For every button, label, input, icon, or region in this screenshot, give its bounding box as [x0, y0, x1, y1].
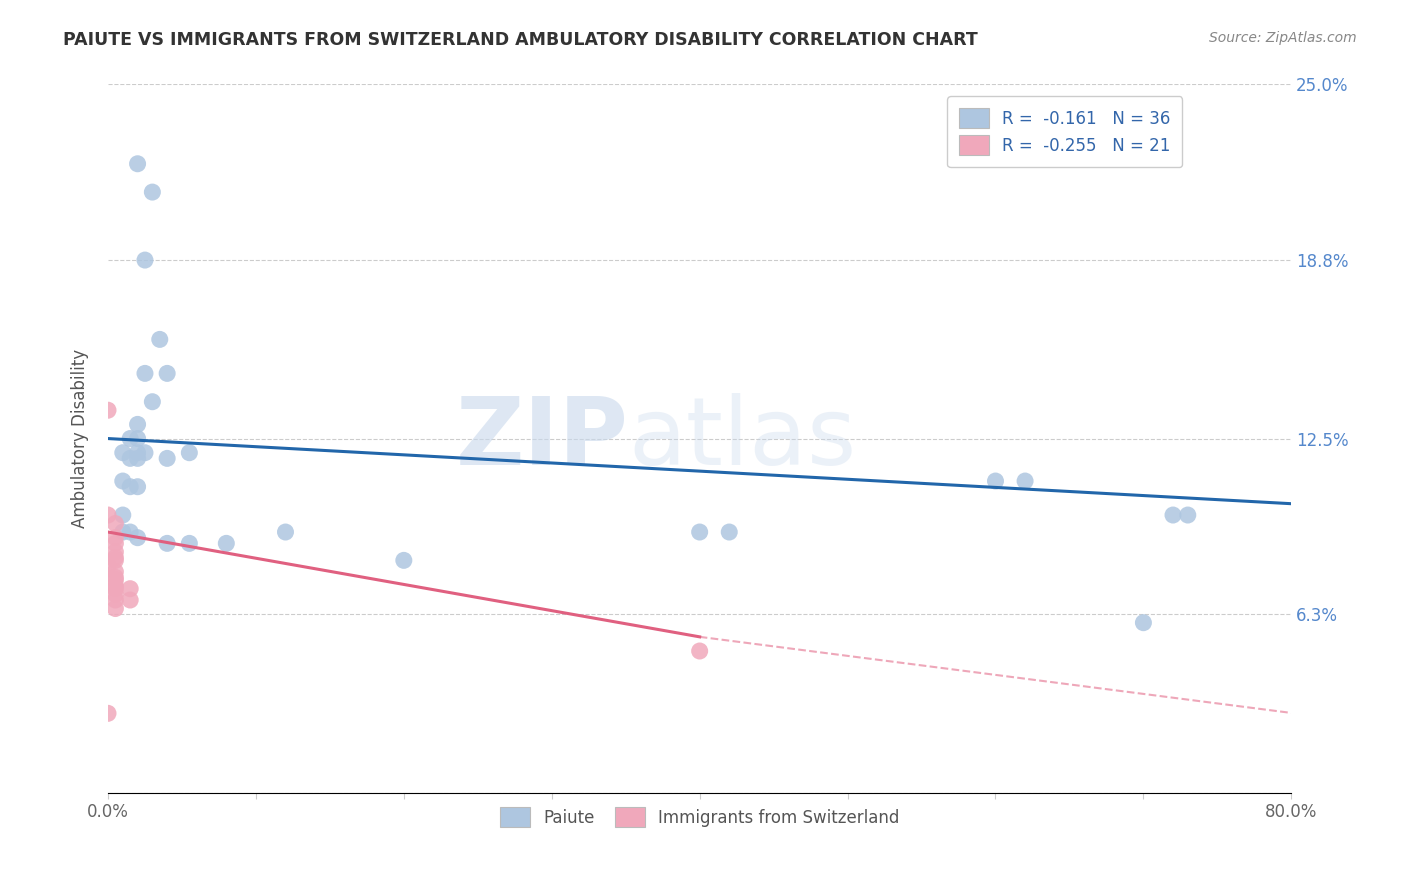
Point: [215, 536, 238, 550]
Point: [120, 451, 142, 466]
Point: [689, 524, 711, 539]
Text: atlas: atlas: [628, 392, 856, 484]
Text: ZIP: ZIP: [456, 392, 628, 484]
Point: [141, 185, 163, 199]
Point: [127, 157, 149, 171]
Point: [120, 432, 142, 446]
Point: [104, 582, 127, 596]
Point: [120, 524, 142, 539]
Point: [127, 480, 149, 494]
Point: [104, 593, 127, 607]
Point: [179, 446, 201, 460]
Point: [1014, 474, 1036, 488]
Point: [104, 545, 127, 559]
Point: [141, 394, 163, 409]
Point: [104, 550, 127, 565]
Point: [689, 644, 711, 658]
Point: [120, 582, 142, 596]
Point: [104, 565, 127, 579]
Point: [156, 451, 179, 466]
Point: [127, 432, 149, 446]
Point: [97, 559, 120, 574]
Y-axis label: Ambulatory Disability: Ambulatory Disability: [72, 349, 89, 528]
Point: [134, 253, 156, 268]
Point: [104, 536, 127, 550]
Point: [104, 570, 127, 584]
Text: PAIUTE VS IMMIGRANTS FROM SWITZERLAND AMBULATORY DISABILITY CORRELATION CHART: PAIUTE VS IMMIGRANTS FROM SWITZERLAND AM…: [63, 31, 979, 49]
Point: [392, 553, 415, 567]
Point: [134, 367, 156, 381]
Point: [104, 601, 127, 615]
Point: [1161, 508, 1184, 522]
Point: [179, 536, 201, 550]
Point: [1177, 508, 1199, 522]
Point: [984, 474, 1007, 488]
Point: [156, 367, 179, 381]
Point: [156, 536, 179, 550]
Point: [111, 474, 134, 488]
Point: [274, 524, 297, 539]
Point: [127, 417, 149, 432]
Point: [97, 706, 120, 721]
Point: [111, 524, 134, 539]
Point: [120, 480, 142, 494]
Point: [97, 403, 120, 417]
Point: [104, 579, 127, 593]
Point: [718, 524, 741, 539]
Point: [149, 332, 172, 346]
Point: [1132, 615, 1154, 630]
Point: [127, 451, 149, 466]
Point: [104, 553, 127, 567]
Text: Source: ZipAtlas.com: Source: ZipAtlas.com: [1209, 31, 1357, 45]
Point: [134, 446, 156, 460]
Point: [104, 587, 127, 601]
Point: [104, 573, 127, 587]
Point: [104, 531, 127, 545]
Legend: Paiute, Immigrants from Switzerland: Paiute, Immigrants from Switzerland: [494, 800, 905, 834]
Point: [127, 446, 149, 460]
Point: [127, 531, 149, 545]
Point: [97, 508, 120, 522]
Point: [111, 446, 134, 460]
Point: [104, 516, 127, 531]
Point: [111, 508, 134, 522]
Point: [120, 593, 142, 607]
